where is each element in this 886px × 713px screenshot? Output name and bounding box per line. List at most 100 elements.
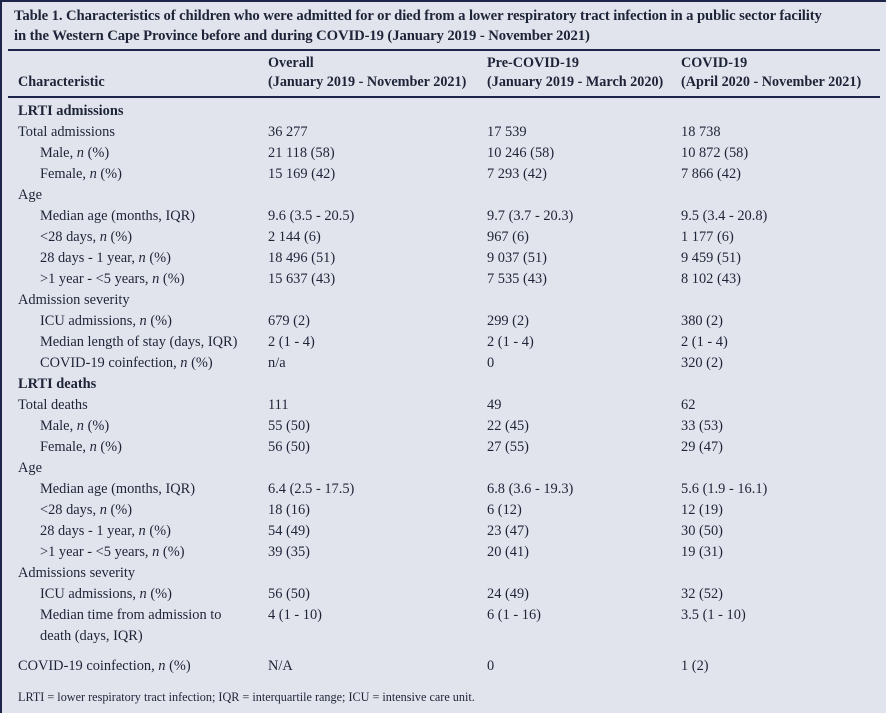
row-value: 17 539 <box>487 124 527 140</box>
row-label: Median length of stay (days, IQR) <box>40 334 238 350</box>
row-value: 2 144 (6) <box>268 229 321 245</box>
row-value: 19 (31) <box>681 544 723 560</box>
row-value: 320 (2) <box>681 355 723 371</box>
row-value: 15 169 (42) <box>268 166 336 182</box>
row-label: Median time from admission to death (day… <box>40 607 222 644</box>
row-value: 49 <box>487 397 502 413</box>
row-label: Male, n (%) <box>40 145 110 161</box>
row-value: 29 (47) <box>681 439 723 455</box>
row-value: 9 459 (51) <box>681 250 741 266</box>
row-value: 33 (53) <box>681 418 723 434</box>
row-value: 36 277 <box>268 124 308 140</box>
row-value: 7 866 (42) <box>681 166 741 182</box>
column-header-pre-covid-period: (January 2019 - March 2020) <box>487 73 664 90</box>
table-body: LRTI admissions Total admissions 36 277 17 … <box>2 98 886 677</box>
table-row: Total admissions 36 277 17 539 18 738 <box>18 122 882 143</box>
row-value: 22 (45) <box>487 418 529 434</box>
row-value: 55 (50) <box>268 418 310 434</box>
row-value: 6 (12) <box>487 502 522 518</box>
row-value: 1 (2) <box>681 658 709 674</box>
row-label: Median age (months, IQR) <box>40 208 196 224</box>
row-value: 39 (35) <box>268 544 310 560</box>
row-label: LRTI deaths <box>18 376 97 392</box>
row-value: 12 (19) <box>681 502 723 518</box>
row-value: 967 (6) <box>487 229 529 245</box>
table-row: >1 year - <5 years, n (%) 15 637 (43) 7 53… <box>18 269 882 290</box>
row-value: 9.7 (3.7 - 20.3) <box>487 208 574 224</box>
table-row: Female, n (%) 15 169 (42) 7 293 (42) 7 866 … <box>18 164 882 185</box>
table-row: ICU admissions, n (%) 56 (50) 24 (49) 32 (5… <box>18 584 882 605</box>
row-label: <28 days, n (%) <box>40 229 133 245</box>
row-label: >1 year - <5 years, n (%) <box>40 544 185 560</box>
table-header-row: Characteristic Overall (January 2019 - N… <box>2 51 886 96</box>
row-value: 32 (52) <box>681 586 723 602</box>
row-value: n/a <box>268 355 286 371</box>
row-value: 62 <box>681 397 696 413</box>
row-value: 111 <box>268 397 289 413</box>
row-value: 18 738 <box>681 124 721 140</box>
column-header-covid-title: COVID-19 <box>681 55 748 71</box>
column-header-overall-period: (January 2019 - November 2021) <box>268 73 467 90</box>
column-header-overall-title: Overall <box>268 55 314 71</box>
row-value: 2 (1 - 4) <box>681 334 728 350</box>
column-header-characteristic-label: Characteristic <box>18 73 105 90</box>
row-value: 9.5 (3.4 - 20.8) <box>681 208 768 224</box>
row-label: Male, n (%) <box>40 418 110 434</box>
column-header-pre-covid-title: Pre-COVID-19 <box>487 55 579 71</box>
row-value: 9.6 (3.5 - 20.5) <box>268 208 355 224</box>
row-value: 679 (2) <box>268 313 310 329</box>
table-row: Total deaths 111 49 62 <box>18 395 882 416</box>
row-value: 8 102 (43) <box>681 271 741 287</box>
row-value: 10 872 (58) <box>681 145 749 161</box>
table-row: <28 days, n (%) 18 (16) 6 (12) 12 (19) <box>18 500 882 521</box>
table-row: ICU admissions, n (%) 679 (2) 299 (2) 380 (… <box>18 311 882 332</box>
table-row: COVID-19 coinfection, n (%) N/A 0 1 (2) <box>18 656 882 677</box>
table-row: Male, n (%) 21 118 (58) 10 246 (58) 10 872 … <box>18 143 882 164</box>
column-header-overall: Overall (January 2019 - November 2021) <box>268 54 487 91</box>
row-value: 23 (47) <box>487 523 529 539</box>
table-footnote: LRTI = lower respiratory tract infection… <box>18 690 475 704</box>
table-title: Table 1. Characteristics of children who… <box>14 8 822 44</box>
row-value: 1 177 (6) <box>681 229 734 245</box>
row-value: 18 496 (51) <box>268 250 336 266</box>
section-row: LRTI deaths <box>18 374 882 395</box>
row-value: 30 (50) <box>681 523 723 539</box>
row-value: 6 (1 - 16) <box>487 607 541 623</box>
row-label: <28 days, n (%) <box>40 502 133 518</box>
row-label: Total admissions <box>18 124 115 140</box>
row-value: 4 (1 - 10) <box>268 607 322 623</box>
row-label: 28 days - 1 year, n (%) <box>40 523 171 539</box>
row-value: 3.5 (1 - 10) <box>681 607 746 623</box>
column-header-covid-period: (April 2020 - November 2021) <box>681 73 862 90</box>
row-value: 56 (50) <box>268 586 310 602</box>
row-label: Female, n (%) <box>40 439 122 455</box>
row-label: 28 days - 1 year, n (%) <box>40 250 171 266</box>
table-row: Median age (months, IQR) 9.6 (3.5 - 20.5)… <box>18 206 882 227</box>
table-row: Median age (months, IQR) 6.4 (2.5 - 17.5)… <box>18 479 882 500</box>
column-header-characteristic: Characteristic <box>18 73 268 92</box>
table-row: 28 days - 1 year, n (%) 54 (49) 23 (47) 30 … <box>18 521 882 542</box>
row-value: 15 637 (43) <box>268 271 336 287</box>
table-row: Admission severity <box>18 290 882 311</box>
column-header-covid: COVID-19 (April 2020 - November 2021) <box>681 54 882 91</box>
row-value: 2 (1 - 4) <box>268 334 315 350</box>
row-label: ICU admissions, n (%) <box>40 586 172 602</box>
header-rule <box>8 96 880 98</box>
row-label: Age <box>18 460 42 476</box>
row-value: 9 037 (51) <box>487 250 547 266</box>
table-row: >1 year - <5 years, n (%) 39 (35) 20 (41) 1… <box>18 542 882 563</box>
row-value: 6.4 (2.5 - 17.5) <box>268 481 355 497</box>
table-row: Age <box>18 458 882 479</box>
row-value: 10 246 (58) <box>487 145 555 161</box>
table-row: Female, n (%) 56 (50) 27 (55) 29 (47) <box>18 437 882 458</box>
row-value: 7 293 (42) <box>487 166 547 182</box>
row-value: 7 535 (43) <box>487 271 547 287</box>
row-label: Female, n (%) <box>40 166 122 182</box>
row-value: N/A <box>268 658 293 674</box>
row-value: 56 (50) <box>268 439 310 455</box>
row-label: Admission severity <box>18 292 130 308</box>
row-label: COVID-19 coinfection, n (%) <box>40 355 213 371</box>
row-value: 24 (49) <box>487 586 529 602</box>
table-row: COVID-19 coinfection, n (%) n/a 0 320 (2) <box>18 353 882 374</box>
row-value: 27 (55) <box>487 439 529 455</box>
